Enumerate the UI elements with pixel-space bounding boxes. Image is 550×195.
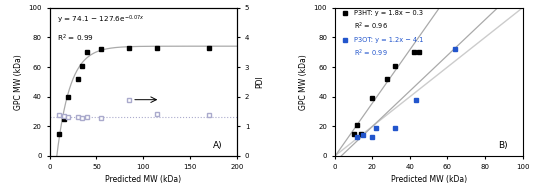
- Text: R$^{2}$ = 0.99: R$^{2}$ = 0.99: [57, 33, 94, 44]
- Text: A): A): [212, 141, 222, 150]
- Text: P3OT: y = 1.2x − 4.1: P3OT: y = 1.2x − 4.1: [354, 37, 423, 43]
- Text: P3HT: y = 1.8x − 0.3: P3HT: y = 1.8x − 0.3: [354, 10, 422, 16]
- Text: R$^{2}$ = 0.99: R$^{2}$ = 0.99: [354, 47, 387, 59]
- X-axis label: Predicted MW (kDa): Predicted MW (kDa): [105, 175, 182, 184]
- Y-axis label: GPC MW (kDa): GPC MW (kDa): [14, 54, 23, 110]
- X-axis label: Predicted MW (kDa): Predicted MW (kDa): [390, 175, 467, 184]
- Y-axis label: GPC MW (kDa): GPC MW (kDa): [299, 54, 308, 110]
- Text: y = 74.1 − 127.6e$^{-0.07x}$: y = 74.1 − 127.6e$^{-0.07x}$: [57, 14, 145, 26]
- Text: B): B): [498, 141, 508, 150]
- Text: R$^{2}$ = 0.96: R$^{2}$ = 0.96: [354, 21, 388, 32]
- Y-axis label: PDI: PDI: [255, 75, 264, 88]
